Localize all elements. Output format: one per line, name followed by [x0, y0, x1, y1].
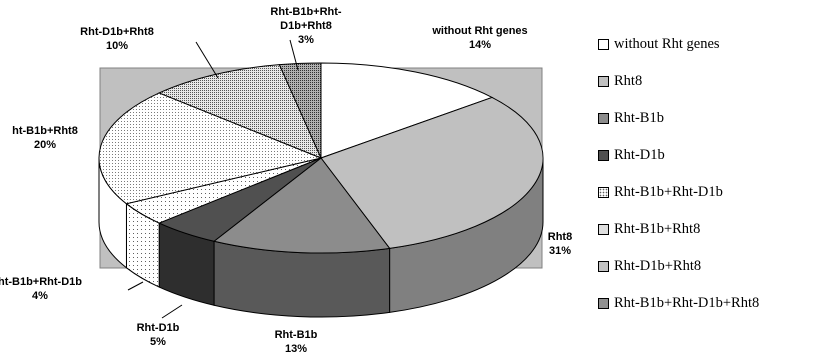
legend-swatch	[598, 39, 609, 50]
slice-label: Rht-D1b+Rht8 10%	[80, 26, 154, 52]
slice-label-line: Rht-B1b+Rht-	[270, 6, 342, 18]
legend: without Rht genes Rht8 Rht-B1b Rht-D1b R…	[598, 26, 823, 322]
slice-label: Rht-D1b 5%	[137, 322, 180, 348]
legend-item: without Rht genes	[598, 26, 823, 63]
slice-label-line: Rht8	[548, 231, 572, 243]
legend-item: Rht8	[598, 63, 823, 100]
slice-label: without Rht genes 14%	[431, 25, 527, 51]
pie-slice	[320, 62, 494, 159]
legend-swatch	[598, 298, 609, 309]
leader-line	[161, 304, 183, 319]
slice-label-line: ht-B1b+Rht-D1b	[0, 276, 82, 288]
legend-swatch	[598, 261, 609, 272]
pie-slice	[212, 157, 391, 254]
pie-slice	[320, 96, 544, 249]
slice-label-line: 31%	[549, 245, 571, 257]
slice-label-line: Rht-D1b+Rht8	[80, 26, 154, 38]
legend-item: Rht-D1b	[598, 137, 823, 174]
legend-item: Rht-B1b	[598, 100, 823, 137]
slice-label-line: 13%	[285, 343, 307, 355]
legend-item: Rht-B1b+Rht-D1b	[598, 174, 823, 211]
legend-label: Rht-B1b	[614, 110, 664, 126]
slice-label: ht-B1b+Rht-D1b 4%	[0, 276, 82, 302]
legend-label: Rht-B1b+Rht-D1b	[614, 184, 723, 200]
slice-label-line: without Rht genes	[431, 25, 527, 37]
legend-swatch	[598, 187, 609, 198]
pie-slice	[98, 92, 323, 205]
legend-label: Rht-D1b	[614, 147, 665, 163]
leader-line	[127, 281, 144, 291]
slice-label-line: 4%	[32, 290, 48, 302]
legend-swatch	[598, 224, 609, 235]
slice-label: Rht-B1b+Rht- D1b+Rht8 3%	[270, 6, 342, 46]
legend-label: Rht-D1b+Rht8	[614, 258, 702, 274]
legend-item: Rht-B1b+Rht-D1b+Rht8	[598, 285, 823, 322]
legend-swatch	[598, 113, 609, 124]
legend-label: Rht-B1b+Rht8	[614, 221, 701, 237]
slice-label-line: 3%	[298, 34, 314, 46]
pie-slice	[157, 64, 322, 159]
leader-line	[195, 41, 219, 79]
slice-label: Rht-B1b 13%	[275, 329, 318, 355]
slice-label: Rht8 31%	[548, 231, 572, 257]
leader-line	[289, 39, 299, 71]
slice-label-line: ht-B1b+Rht8	[12, 125, 78, 137]
legend-label: Rht8	[614, 73, 643, 89]
slice-label-line: Rht-B1b	[275, 329, 318, 341]
slice-label-line: Rht-D1b	[137, 322, 180, 334]
legend-label: Rht-B1b+Rht-D1b+Rht8	[614, 295, 760, 311]
slice-label-line: D1b+Rht8	[280, 20, 332, 32]
legend-swatch	[598, 76, 609, 87]
slice-label: ht-B1b+Rht8 20%	[12, 125, 78, 151]
legend-label: without Rht genes	[614, 36, 720, 52]
legend-item: Rht-D1b+Rht8	[598, 248, 823, 285]
slice-label-line: 10%	[106, 40, 128, 52]
legend-item: Rht-B1b+Rht8	[598, 211, 823, 248]
slice-label-line: 14%	[469, 39, 491, 51]
slice-label-line: 5%	[150, 336, 166, 348]
pie-slice	[278, 62, 322, 159]
legend-swatch	[598, 150, 609, 161]
slice-label-line: 20%	[34, 139, 56, 151]
